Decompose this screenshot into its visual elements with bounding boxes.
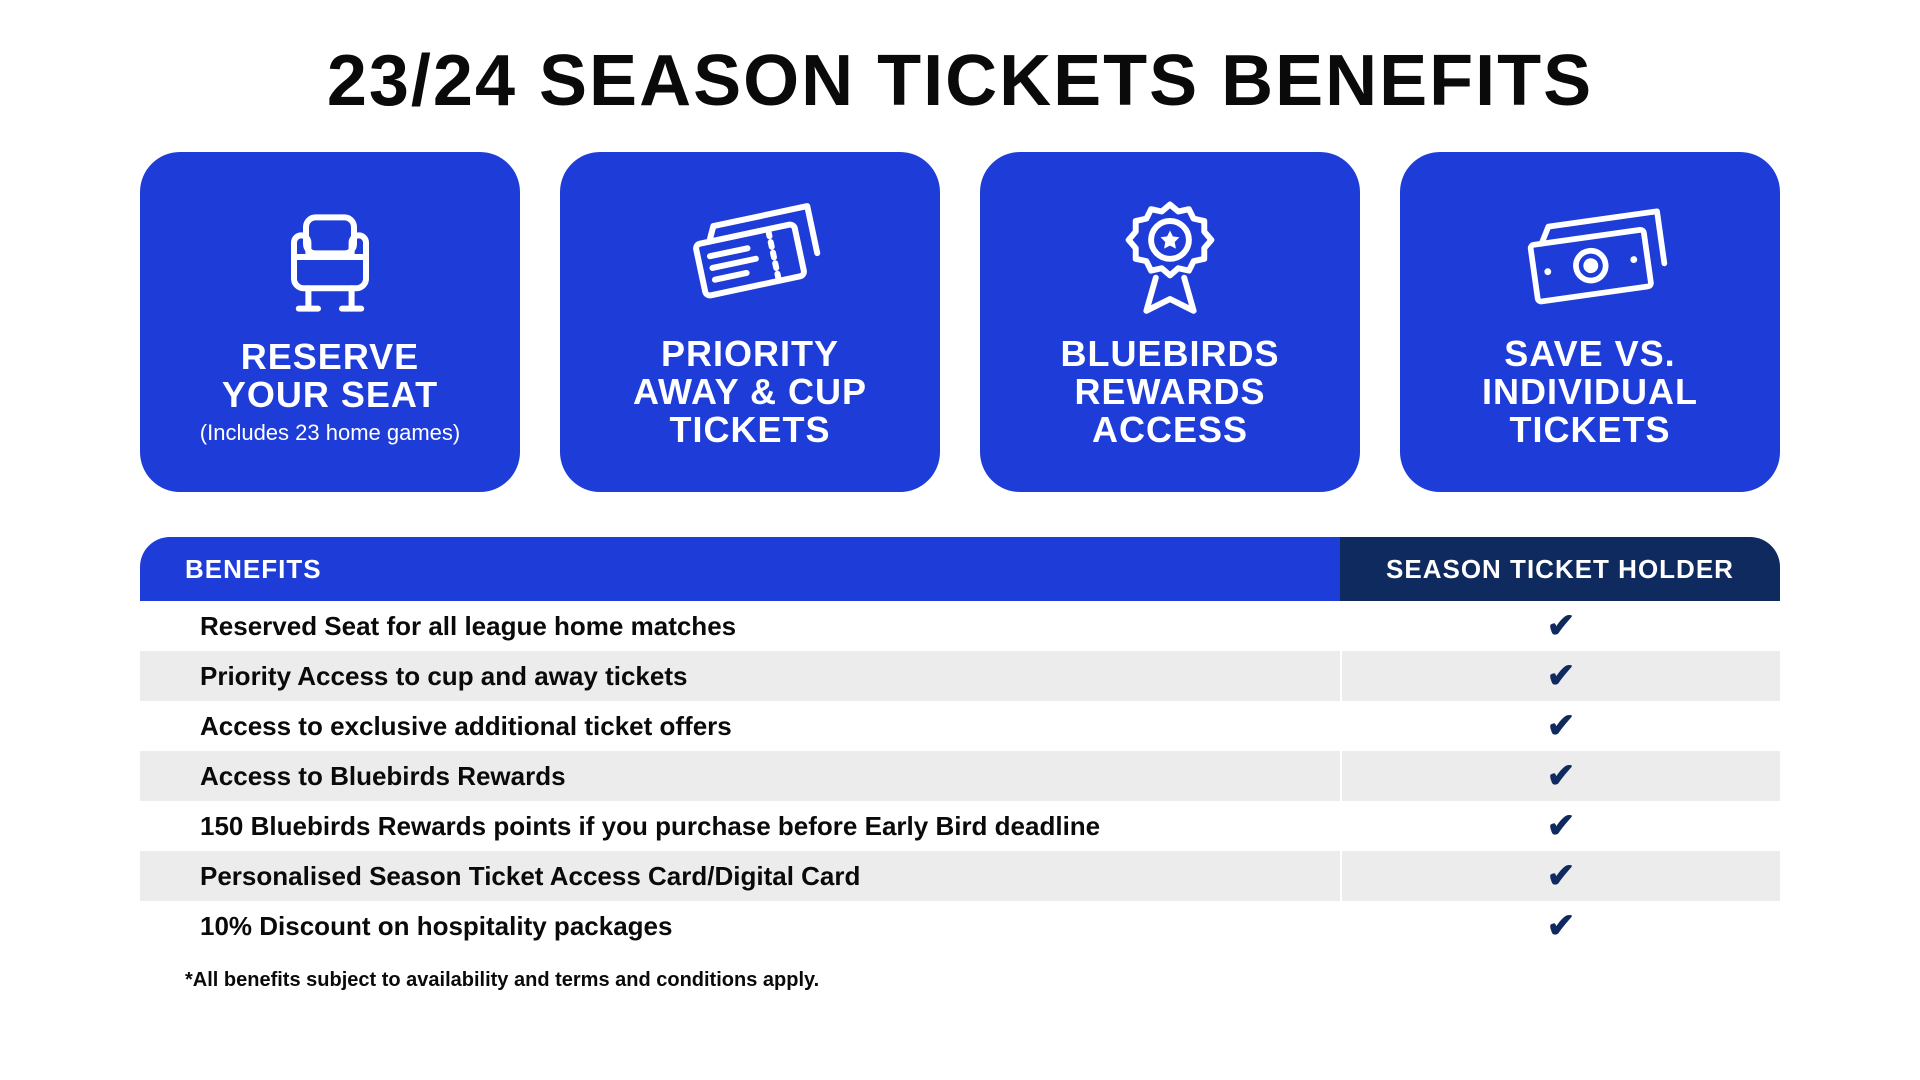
benefit-check-cell: ✔	[1340, 851, 1780, 901]
benefit-text: 10% Discount on hospitality packages	[140, 901, 1340, 951]
benefit-card: RESERVEYOUR SEAT (Includes 23 home games)	[140, 152, 520, 492]
table-row: 150 Bluebirds Rewards points if you purc…	[140, 801, 1780, 851]
check-icon: ✔	[1547, 706, 1576, 746]
benefit-text: Priority Access to cup and away tickets	[140, 651, 1340, 701]
check-icon: ✔	[1547, 806, 1576, 846]
benefit-card: PRIORITYAWAY & CUPTICKETS	[560, 152, 940, 492]
benefit-check-cell: ✔	[1340, 651, 1780, 701]
benefit-text: Reserved Seat for all league home matche…	[140, 601, 1340, 651]
badge-icon-wrap	[1110, 195, 1230, 325]
table-row: Access to Bluebirds Rewards ✔	[140, 751, 1780, 801]
tickets-icon-wrap	[675, 195, 825, 325]
table-row: Access to exclusive additional ticket of…	[140, 701, 1780, 751]
benefit-text: Personalised Season Ticket Access Card/D…	[140, 851, 1340, 901]
table-header: BENEFITS SEASON TICKET HOLDER	[140, 537, 1780, 601]
card-subtext: (Includes 23 home games)	[200, 420, 460, 446]
tickets-icon	[675, 200, 825, 320]
table-row: Personalised Season Ticket Access Card/D…	[140, 851, 1780, 901]
header-benefits: BENEFITS	[140, 537, 1340, 601]
table-row: Reserved Seat for all league home matche…	[140, 601, 1780, 651]
card-label: SAVE VS.INDIVIDUALTICKETS	[1482, 335, 1698, 448]
badge-icon	[1110, 195, 1230, 325]
disclaimer-text: *All benefits subject to availability an…	[140, 969, 1780, 992]
seat-icon	[265, 203, 395, 323]
benefit-check-cell: ✔	[1340, 751, 1780, 801]
card-label: BLUEBIRDSREWARDSACCESS	[1060, 335, 1279, 448]
benefit-cards: RESERVEYOUR SEAT (Includes 23 home games)…	[140, 152, 1780, 492]
check-icon: ✔	[1547, 856, 1576, 896]
money-icon	[1510, 200, 1670, 320]
check-icon: ✔	[1547, 656, 1576, 696]
check-icon: ✔	[1547, 906, 1576, 946]
benefit-check-cell: ✔	[1340, 801, 1780, 851]
table-row: Priority Access to cup and away tickets ✔	[140, 651, 1780, 701]
check-icon: ✔	[1547, 606, 1576, 646]
money-icon-wrap	[1510, 195, 1670, 325]
benefit-text: 150 Bluebirds Rewards points if you purc…	[140, 801, 1340, 851]
benefits-table: BENEFITS SEASON TICKET HOLDER Reserved S…	[140, 537, 1780, 951]
benefit-check-cell: ✔	[1340, 901, 1780, 951]
benefit-text: Access to exclusive additional ticket of…	[140, 701, 1340, 751]
benefit-check-cell: ✔	[1340, 701, 1780, 751]
benefit-check-cell: ✔	[1340, 601, 1780, 651]
seat-icon-wrap	[265, 198, 395, 328]
table-row: 10% Discount on hospitality packages ✔	[140, 901, 1780, 951]
benefit-text: Access to Bluebirds Rewards	[140, 751, 1340, 801]
page-title: 23/24 SEASON TICKETS BENEFITS	[140, 40, 1780, 122]
card-label: RESERVEYOUR SEAT	[222, 338, 438, 414]
check-icon: ✔	[1547, 756, 1576, 796]
card-label: PRIORITYAWAY & CUPTICKETS	[633, 335, 867, 448]
header-holder: SEASON TICKET HOLDER	[1340, 537, 1780, 601]
benefit-card: SAVE VS.INDIVIDUALTICKETS	[1400, 152, 1780, 492]
benefit-card: BLUEBIRDSREWARDSACCESS	[980, 152, 1360, 492]
